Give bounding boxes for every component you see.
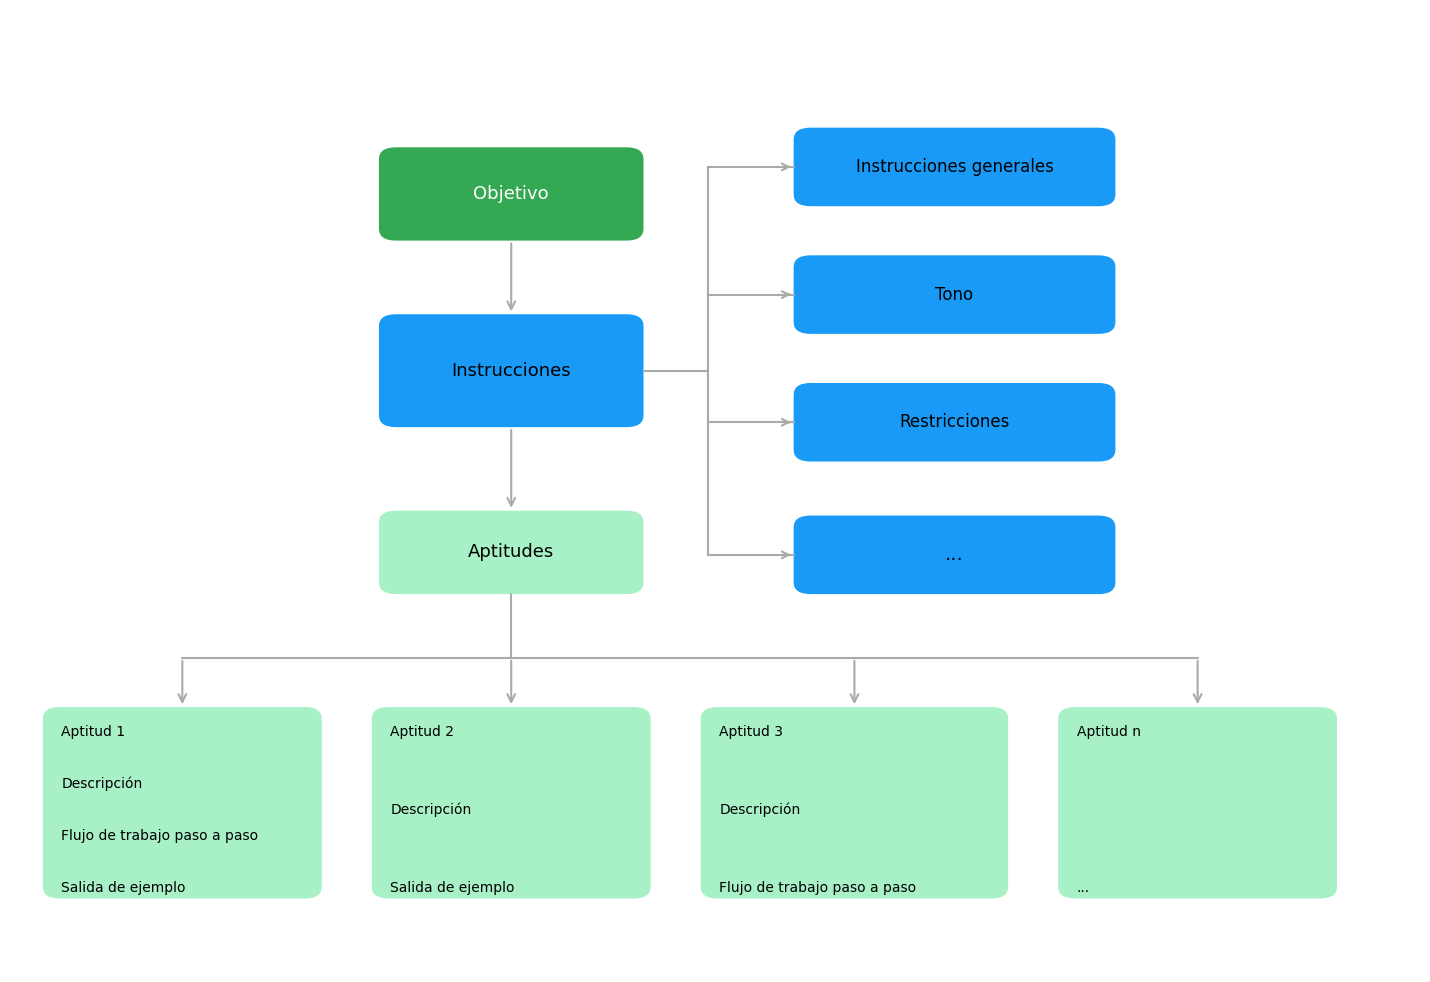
Text: Aptitud 2: Aptitud 2 xyxy=(390,725,455,738)
Text: Descripción: Descripción xyxy=(61,777,143,791)
Text: Aptitud 1: Aptitud 1 xyxy=(61,725,126,738)
Text: Instrucciones generales: Instrucciones generales xyxy=(855,158,1054,176)
Text: Salida de ejemplo: Salida de ejemplo xyxy=(61,881,186,895)
Text: ...: ... xyxy=(1077,881,1090,895)
FancyBboxPatch shape xyxy=(379,314,644,427)
Text: ...: ... xyxy=(945,545,964,565)
Text: Descripción: Descripción xyxy=(390,803,472,817)
FancyBboxPatch shape xyxy=(794,383,1115,462)
FancyBboxPatch shape xyxy=(794,255,1115,334)
Text: Flujo de trabajo paso a paso: Flujo de trabajo paso a paso xyxy=(61,829,259,843)
Text: Restricciones: Restricciones xyxy=(899,413,1010,431)
FancyBboxPatch shape xyxy=(372,707,651,899)
FancyBboxPatch shape xyxy=(379,147,644,241)
Text: Flujo de trabajo paso a paso: Flujo de trabajo paso a paso xyxy=(719,881,917,895)
Text: Descripción: Descripción xyxy=(719,803,801,817)
Text: Aptitud 3: Aptitud 3 xyxy=(719,725,784,738)
Text: Salida de ejemplo: Salida de ejemplo xyxy=(390,881,515,895)
FancyBboxPatch shape xyxy=(794,516,1115,594)
Text: Objetivo: Objetivo xyxy=(473,185,549,203)
FancyBboxPatch shape xyxy=(43,707,322,899)
FancyBboxPatch shape xyxy=(379,511,644,594)
FancyBboxPatch shape xyxy=(1058,707,1337,899)
FancyBboxPatch shape xyxy=(794,128,1115,206)
Text: Aptitudes: Aptitudes xyxy=(468,543,555,562)
Text: Instrucciones: Instrucciones xyxy=(452,361,571,380)
Text: Aptitud n: Aptitud n xyxy=(1077,725,1141,738)
Text: Tono: Tono xyxy=(935,286,974,303)
FancyBboxPatch shape xyxy=(701,707,1008,899)
